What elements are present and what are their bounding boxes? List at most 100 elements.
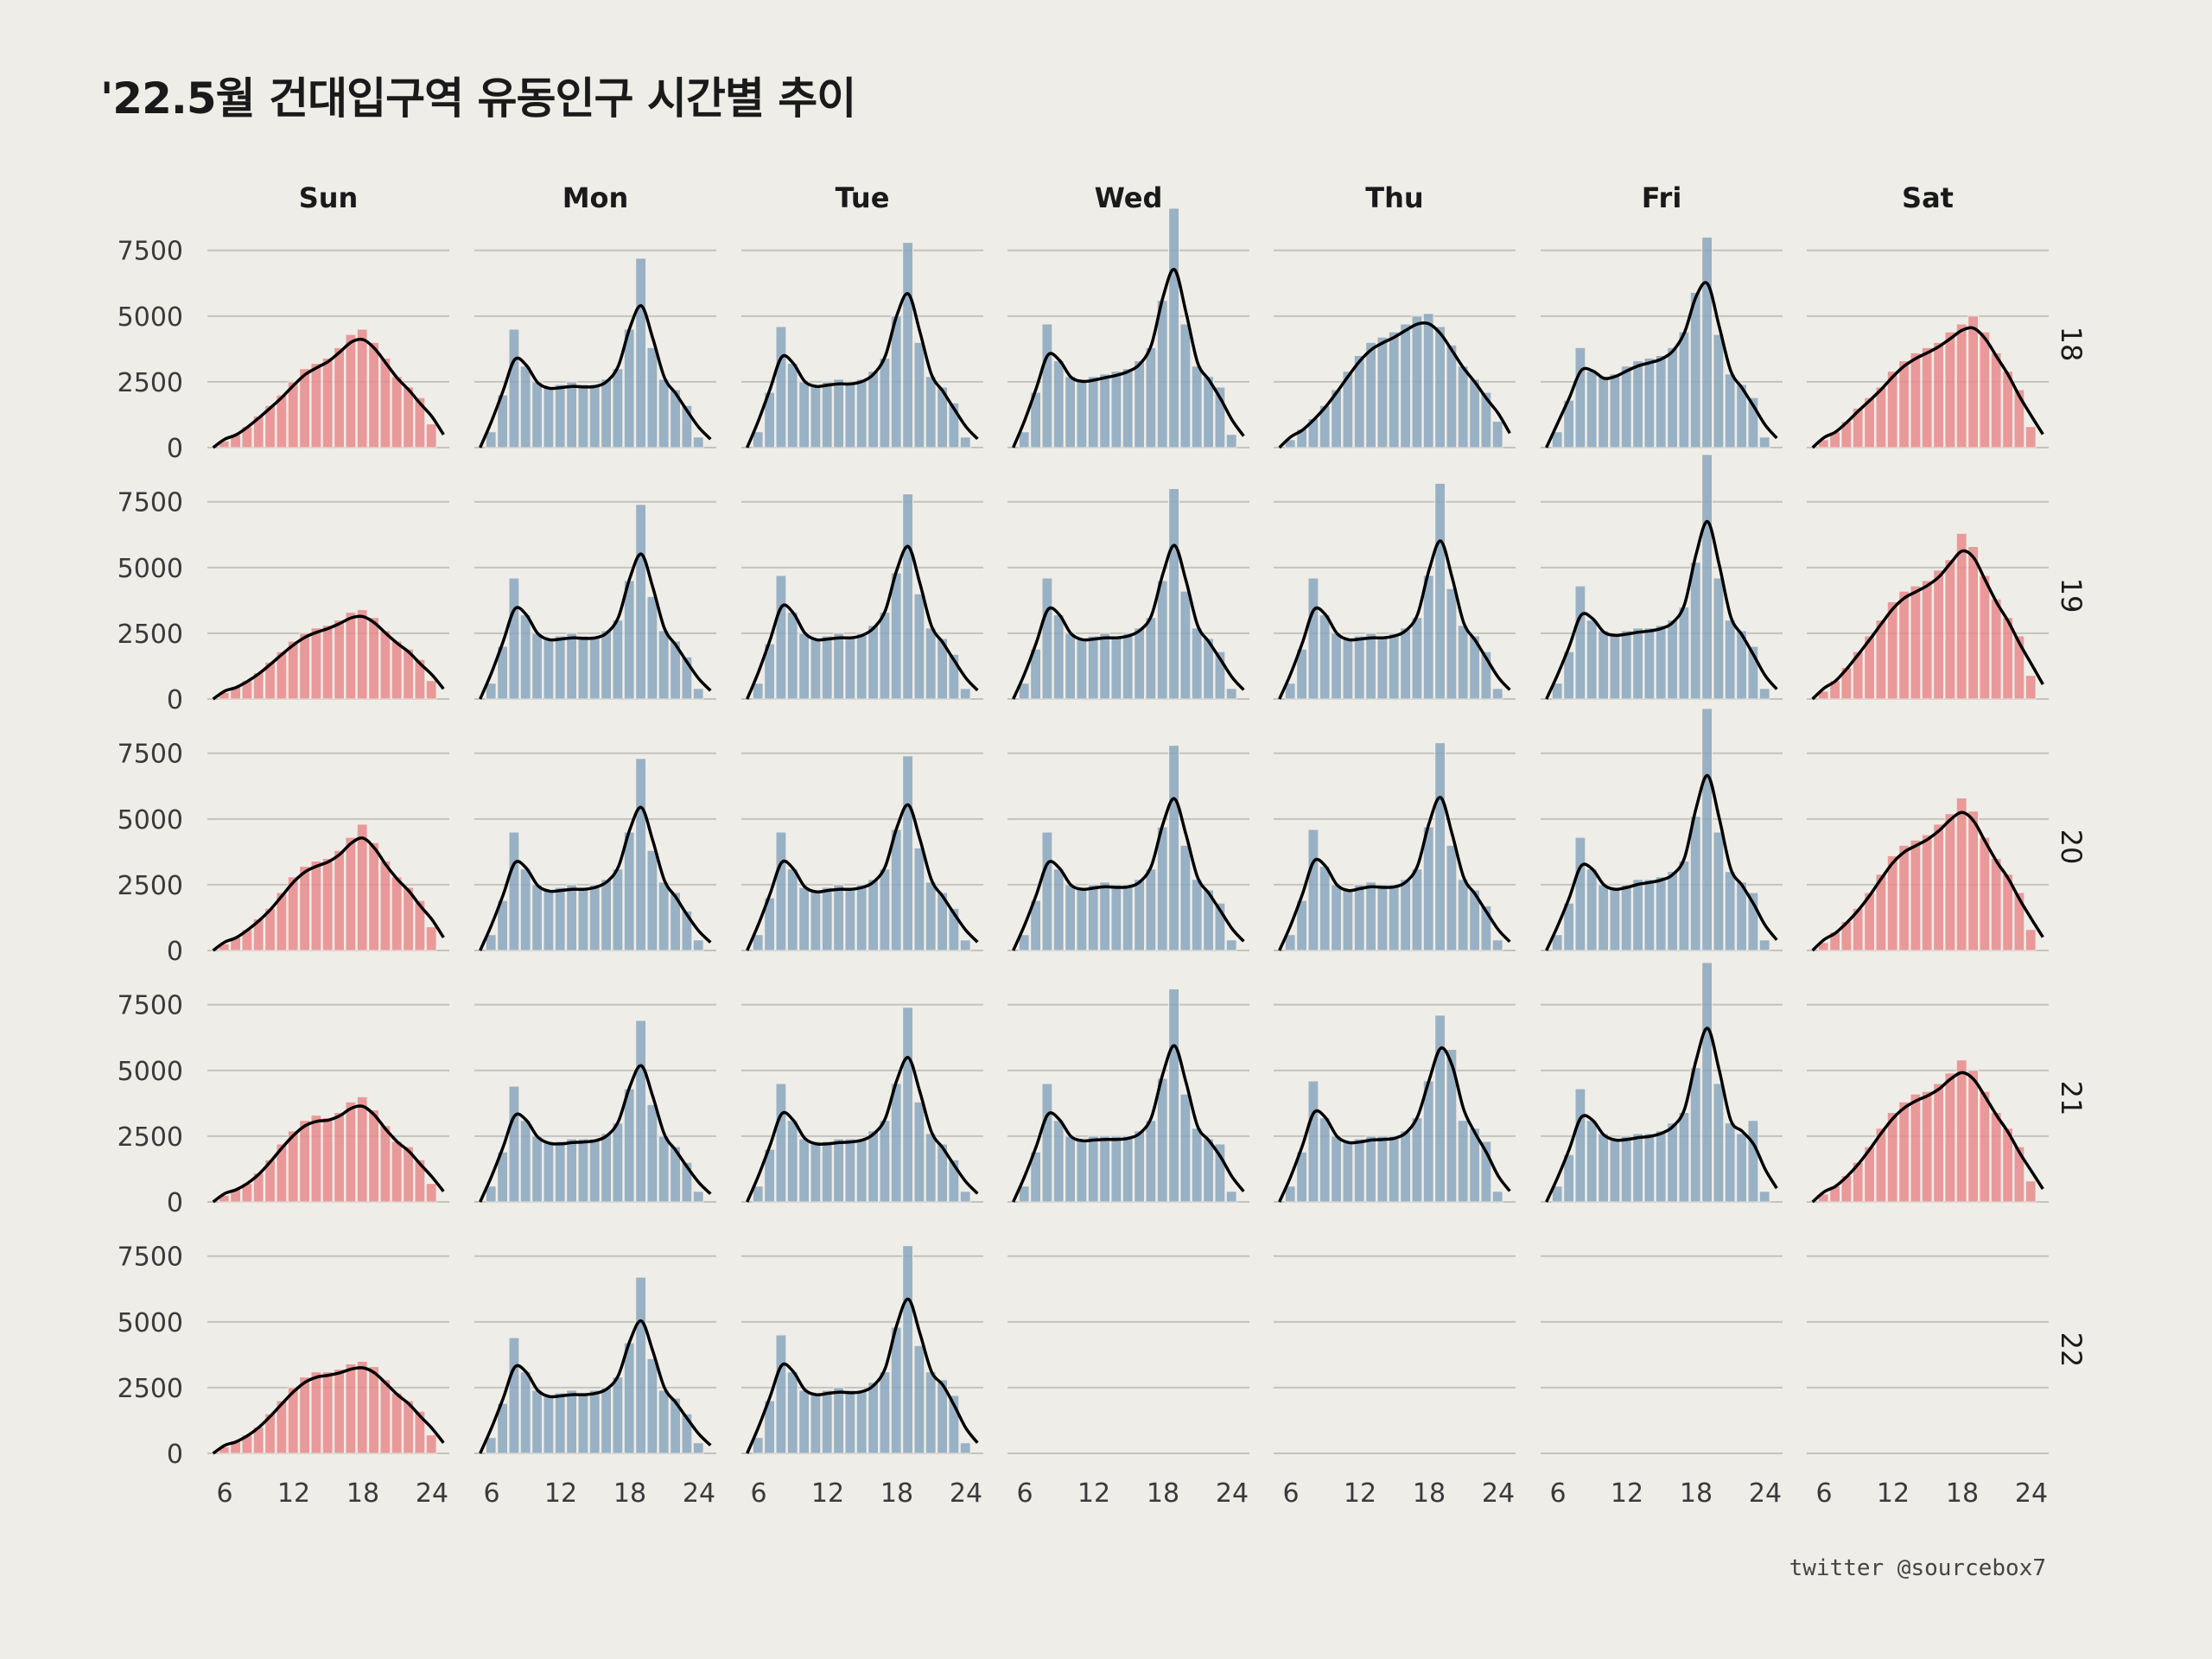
density-line bbox=[1012, 268, 1245, 448]
histogram-bar bbox=[959, 1191, 971, 1203]
histogram-bar bbox=[844, 1389, 856, 1454]
column-label-mon: Mon bbox=[563, 181, 629, 214]
histogram-bar bbox=[1758, 436, 1770, 448]
histogram-bar bbox=[1864, 1146, 1875, 1203]
histogram-bar bbox=[508, 577, 520, 700]
histogram-bar bbox=[1434, 742, 1446, 951]
histogram-bar bbox=[948, 907, 960, 951]
histogram-bar bbox=[1134, 360, 1145, 448]
histogram-bar bbox=[1388, 1135, 1400, 1203]
histogram-bar bbox=[2013, 1146, 2025, 1203]
x-tick-label: 24 bbox=[2015, 1478, 2048, 1509]
histogram-bar bbox=[1713, 577, 1725, 700]
histogram-bar bbox=[1921, 1090, 1933, 1203]
histogram-bar bbox=[1214, 1143, 1226, 1203]
histogram-bar bbox=[1457, 879, 1469, 951]
row-label-21: 21 bbox=[2055, 1081, 2088, 1116]
histogram-bar bbox=[1563, 651, 1574, 700]
histogram-bar bbox=[1910, 1093, 1922, 1203]
histogram-bar bbox=[913, 341, 925, 448]
histogram-bar bbox=[646, 1103, 658, 1203]
histogram-bar bbox=[1864, 892, 1875, 951]
histogram-bar bbox=[414, 1410, 426, 1454]
histogram-bar bbox=[1875, 620, 1887, 700]
histogram-bar bbox=[1156, 300, 1168, 448]
histogram-bar bbox=[414, 899, 426, 951]
histogram-bar bbox=[2024, 426, 2037, 448]
histogram-bar bbox=[601, 879, 613, 951]
histogram-bar bbox=[588, 884, 601, 951]
histogram-bar bbox=[612, 368, 624, 448]
histogram-bar bbox=[1491, 939, 1503, 951]
histogram-bar bbox=[1875, 874, 1887, 951]
histogram-bar bbox=[937, 892, 948, 951]
x-tick-label: 24 bbox=[1749, 1478, 1782, 1509]
histogram-bar bbox=[1620, 1135, 1632, 1203]
histogram-bar bbox=[612, 1122, 624, 1203]
histogram-bar bbox=[1319, 1117, 1331, 1203]
histogram-bar bbox=[1422, 575, 1434, 700]
histogram-bar bbox=[925, 627, 937, 700]
histogram-bar bbox=[1307, 1080, 1319, 1203]
histogram-bar bbox=[855, 632, 868, 700]
histogram-bar bbox=[1491, 688, 1503, 700]
histogram-bar bbox=[276, 892, 288, 951]
histogram-bar bbox=[948, 402, 960, 448]
histogram-bar bbox=[810, 638, 822, 700]
histogram-bar bbox=[1110, 1135, 1122, 1203]
histogram-bar bbox=[1122, 884, 1134, 951]
histogram-bar bbox=[879, 358, 891, 448]
histogram-bar bbox=[1087, 1135, 1099, 1203]
histogram-bar bbox=[519, 868, 531, 951]
column-label-wed: Wed bbox=[1095, 181, 1163, 214]
histogram-bar bbox=[334, 849, 346, 951]
histogram-bar bbox=[925, 376, 937, 448]
histogram-bar bbox=[1365, 1135, 1376, 1203]
histogram-bar bbox=[403, 1146, 415, 1203]
histogram-bar bbox=[612, 620, 624, 700]
histogram-bar bbox=[1944, 331, 1956, 448]
row-label-19: 19 bbox=[2055, 578, 2088, 613]
histogram-bar bbox=[1365, 341, 1376, 448]
histogram-bar bbox=[2013, 635, 2025, 700]
histogram-bar bbox=[1667, 871, 1678, 951]
histogram-bar bbox=[1643, 1133, 1656, 1203]
histogram-bar bbox=[1065, 1135, 1076, 1203]
histogram-bar bbox=[1156, 580, 1168, 700]
histogram-bar bbox=[810, 1141, 822, 1203]
histogram-bar bbox=[959, 436, 971, 448]
histogram-bar bbox=[1586, 620, 1598, 700]
chart-title: '22.5월 건대입구역 유동인구 시간별 추이 bbox=[100, 73, 856, 124]
histogram-bar bbox=[1168, 745, 1179, 951]
histogram-bar bbox=[1724, 620, 1736, 700]
histogram-bar bbox=[844, 887, 856, 951]
histogram-bar bbox=[1457, 625, 1469, 700]
histogram-bar bbox=[844, 635, 856, 700]
histogram-bar bbox=[391, 1141, 403, 1203]
density-line bbox=[212, 614, 445, 701]
histogram-bar bbox=[1747, 645, 1759, 700]
density-line bbox=[479, 552, 712, 700]
histogram-bar bbox=[890, 572, 902, 700]
histogram-bar bbox=[1758, 688, 1770, 700]
histogram-bar bbox=[821, 1389, 833, 1454]
histogram-bar bbox=[379, 861, 391, 951]
histogram-bar bbox=[1758, 939, 1770, 951]
histogram-bar bbox=[508, 328, 520, 448]
histogram-bar bbox=[752, 431, 764, 448]
histogram-bar bbox=[1296, 899, 1307, 951]
histogram-bar bbox=[1076, 887, 1088, 951]
histogram-bar bbox=[321, 358, 334, 448]
histogram-bar bbox=[1191, 627, 1203, 700]
histogram-bar bbox=[414, 1159, 426, 1203]
x-tick-label: 18 bbox=[1946, 1478, 1979, 1509]
histogram-bar bbox=[1886, 855, 1898, 951]
x-tick-label: 18 bbox=[1413, 1478, 1446, 1509]
histogram-bar bbox=[1632, 360, 1643, 448]
x-tick-label: 12 bbox=[1344, 1478, 1376, 1509]
histogram-bar bbox=[1168, 988, 1179, 1203]
histogram-bar bbox=[1400, 879, 1411, 951]
histogram-bar bbox=[948, 1395, 960, 1454]
histogram-bar bbox=[1990, 598, 2002, 700]
histogram-bar bbox=[913, 1344, 925, 1454]
